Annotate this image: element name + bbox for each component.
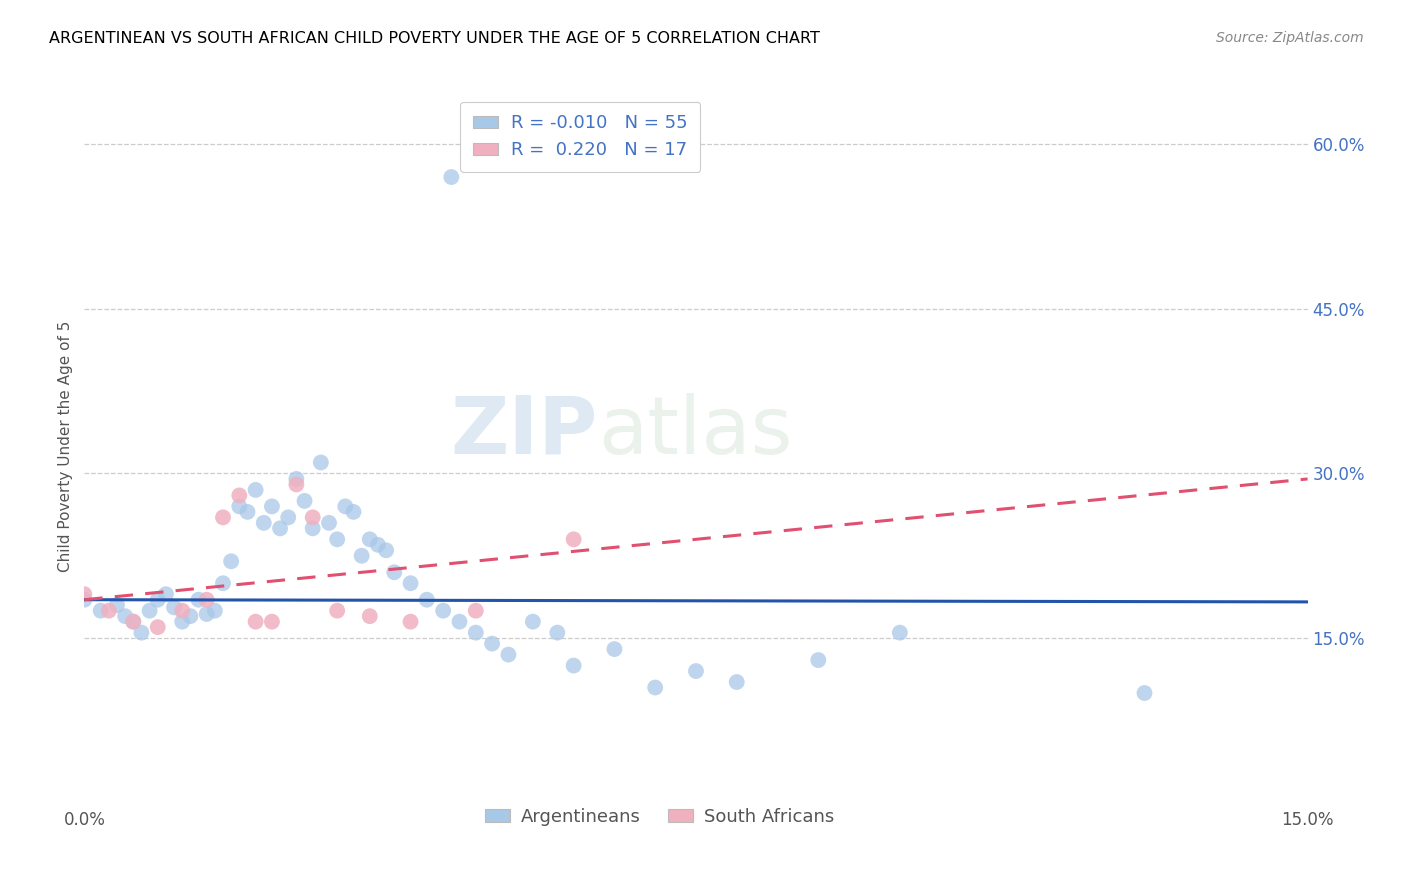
Point bbox=[546, 625, 568, 640]
Text: Source: ZipAtlas.com: Source: ZipAtlas.com bbox=[1216, 31, 1364, 45]
Point bbox=[245, 483, 267, 497]
Y-axis label: Child Poverty Under the Age of 5: Child Poverty Under the Age of 5 bbox=[58, 320, 73, 572]
Point bbox=[146, 620, 169, 634]
Point bbox=[309, 455, 332, 469]
Point bbox=[172, 604, 194, 618]
Point bbox=[481, 637, 503, 651]
Point bbox=[73, 587, 96, 601]
Point bbox=[725, 675, 748, 690]
Point bbox=[204, 604, 226, 618]
Point bbox=[277, 510, 299, 524]
Point bbox=[212, 510, 235, 524]
Text: atlas: atlas bbox=[598, 392, 793, 471]
Point bbox=[228, 500, 250, 514]
Point bbox=[399, 576, 422, 591]
Point bbox=[195, 607, 218, 621]
Text: ZIP: ZIP bbox=[451, 392, 598, 471]
Point bbox=[685, 664, 707, 678]
Point bbox=[301, 510, 323, 524]
Point bbox=[122, 615, 145, 629]
Point bbox=[326, 533, 349, 547]
Point bbox=[245, 615, 267, 629]
Point bbox=[260, 615, 283, 629]
Point bbox=[285, 472, 308, 486]
Point bbox=[350, 549, 373, 563]
Point bbox=[269, 521, 291, 535]
Point bbox=[219, 554, 242, 568]
Point bbox=[228, 488, 250, 502]
Point bbox=[367, 538, 389, 552]
Point bbox=[146, 592, 169, 607]
Point bbox=[432, 604, 454, 618]
Legend: Argentineans, South Africans: Argentineans, South Africans bbox=[477, 801, 841, 833]
Point bbox=[807, 653, 830, 667]
Point bbox=[122, 615, 145, 629]
Point bbox=[335, 500, 357, 514]
Point bbox=[163, 600, 186, 615]
Point bbox=[90, 604, 112, 618]
Point bbox=[301, 521, 323, 535]
Point bbox=[562, 658, 585, 673]
Point bbox=[131, 625, 153, 640]
Point bbox=[212, 576, 235, 591]
Point bbox=[562, 533, 585, 547]
Point bbox=[260, 500, 283, 514]
Point bbox=[522, 615, 544, 629]
Point bbox=[644, 681, 666, 695]
Point bbox=[114, 609, 136, 624]
Point bbox=[399, 615, 422, 629]
Point bbox=[195, 592, 218, 607]
Point bbox=[236, 505, 259, 519]
Point bbox=[138, 604, 160, 618]
Point bbox=[179, 609, 201, 624]
Point bbox=[889, 625, 911, 640]
Point bbox=[359, 609, 381, 624]
Point bbox=[97, 604, 120, 618]
Point bbox=[187, 592, 209, 607]
Point bbox=[416, 592, 439, 607]
Point bbox=[294, 494, 316, 508]
Point bbox=[285, 477, 308, 491]
Point bbox=[73, 592, 96, 607]
Point bbox=[449, 615, 471, 629]
Text: ARGENTINEAN VS SOUTH AFRICAN CHILD POVERTY UNDER THE AGE OF 5 CORRELATION CHART: ARGENTINEAN VS SOUTH AFRICAN CHILD POVER… bbox=[49, 31, 820, 46]
Point bbox=[172, 615, 194, 629]
Point bbox=[375, 543, 398, 558]
Point bbox=[342, 505, 364, 519]
Point bbox=[464, 625, 486, 640]
Point bbox=[440, 169, 463, 184]
Point bbox=[498, 648, 520, 662]
Point bbox=[253, 516, 276, 530]
Point bbox=[603, 642, 626, 657]
Point bbox=[382, 566, 405, 580]
Point bbox=[155, 587, 177, 601]
Point bbox=[359, 533, 381, 547]
Point bbox=[1133, 686, 1156, 700]
Point bbox=[464, 604, 486, 618]
Point bbox=[326, 604, 349, 618]
Point bbox=[105, 598, 128, 612]
Point bbox=[318, 516, 340, 530]
